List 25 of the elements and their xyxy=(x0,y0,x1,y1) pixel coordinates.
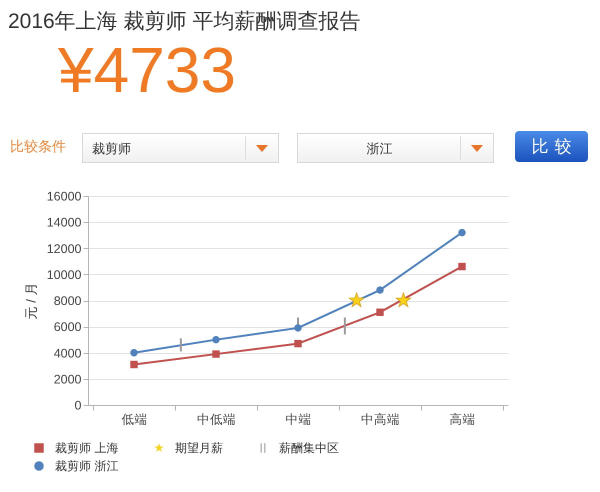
y-tick-label: 12000 xyxy=(46,242,82,256)
x-tick-label: 中端 xyxy=(286,412,312,426)
y-tick-label: 4000 xyxy=(54,346,82,360)
x-tick-label: 低端 xyxy=(122,412,148,426)
y-tick-label: 6000 xyxy=(54,320,82,334)
legend-label: 薪酬集中区 xyxy=(279,441,339,455)
dropdown-box: 浙江 xyxy=(297,133,494,163)
button: 比较 xyxy=(515,131,588,162)
text: 比较条件 xyxy=(10,138,66,156)
chart-title: 2016年上海 裁剪师 平均薪酬调查报告 xyxy=(8,9,360,35)
y-tick-label: 16000 xyxy=(46,190,82,204)
legend-label: 期望月薪 xyxy=(175,441,223,455)
dropdown-box: 裁剪师 xyxy=(82,133,279,163)
x-tick-label: 高端 xyxy=(450,412,476,426)
chart-subtitle: ¥4733 xyxy=(58,34,236,106)
legend-label: 裁剪师 上海 xyxy=(55,441,118,455)
x-tick-label: 中高端 xyxy=(361,412,400,426)
legend-label: 裁剪师 浙江 xyxy=(55,459,118,473)
y-tick-label: 0 xyxy=(74,398,82,412)
y-tick-label: 8000 xyxy=(54,294,82,308)
y-tick-label: 14000 xyxy=(46,216,82,230)
y-axis-title: 元 / 月 xyxy=(24,282,39,320)
x-tick-label: 中低端 xyxy=(197,412,236,426)
y-tick-label: 10000 xyxy=(46,268,82,282)
y-tick-label: 2000 xyxy=(54,372,82,386)
